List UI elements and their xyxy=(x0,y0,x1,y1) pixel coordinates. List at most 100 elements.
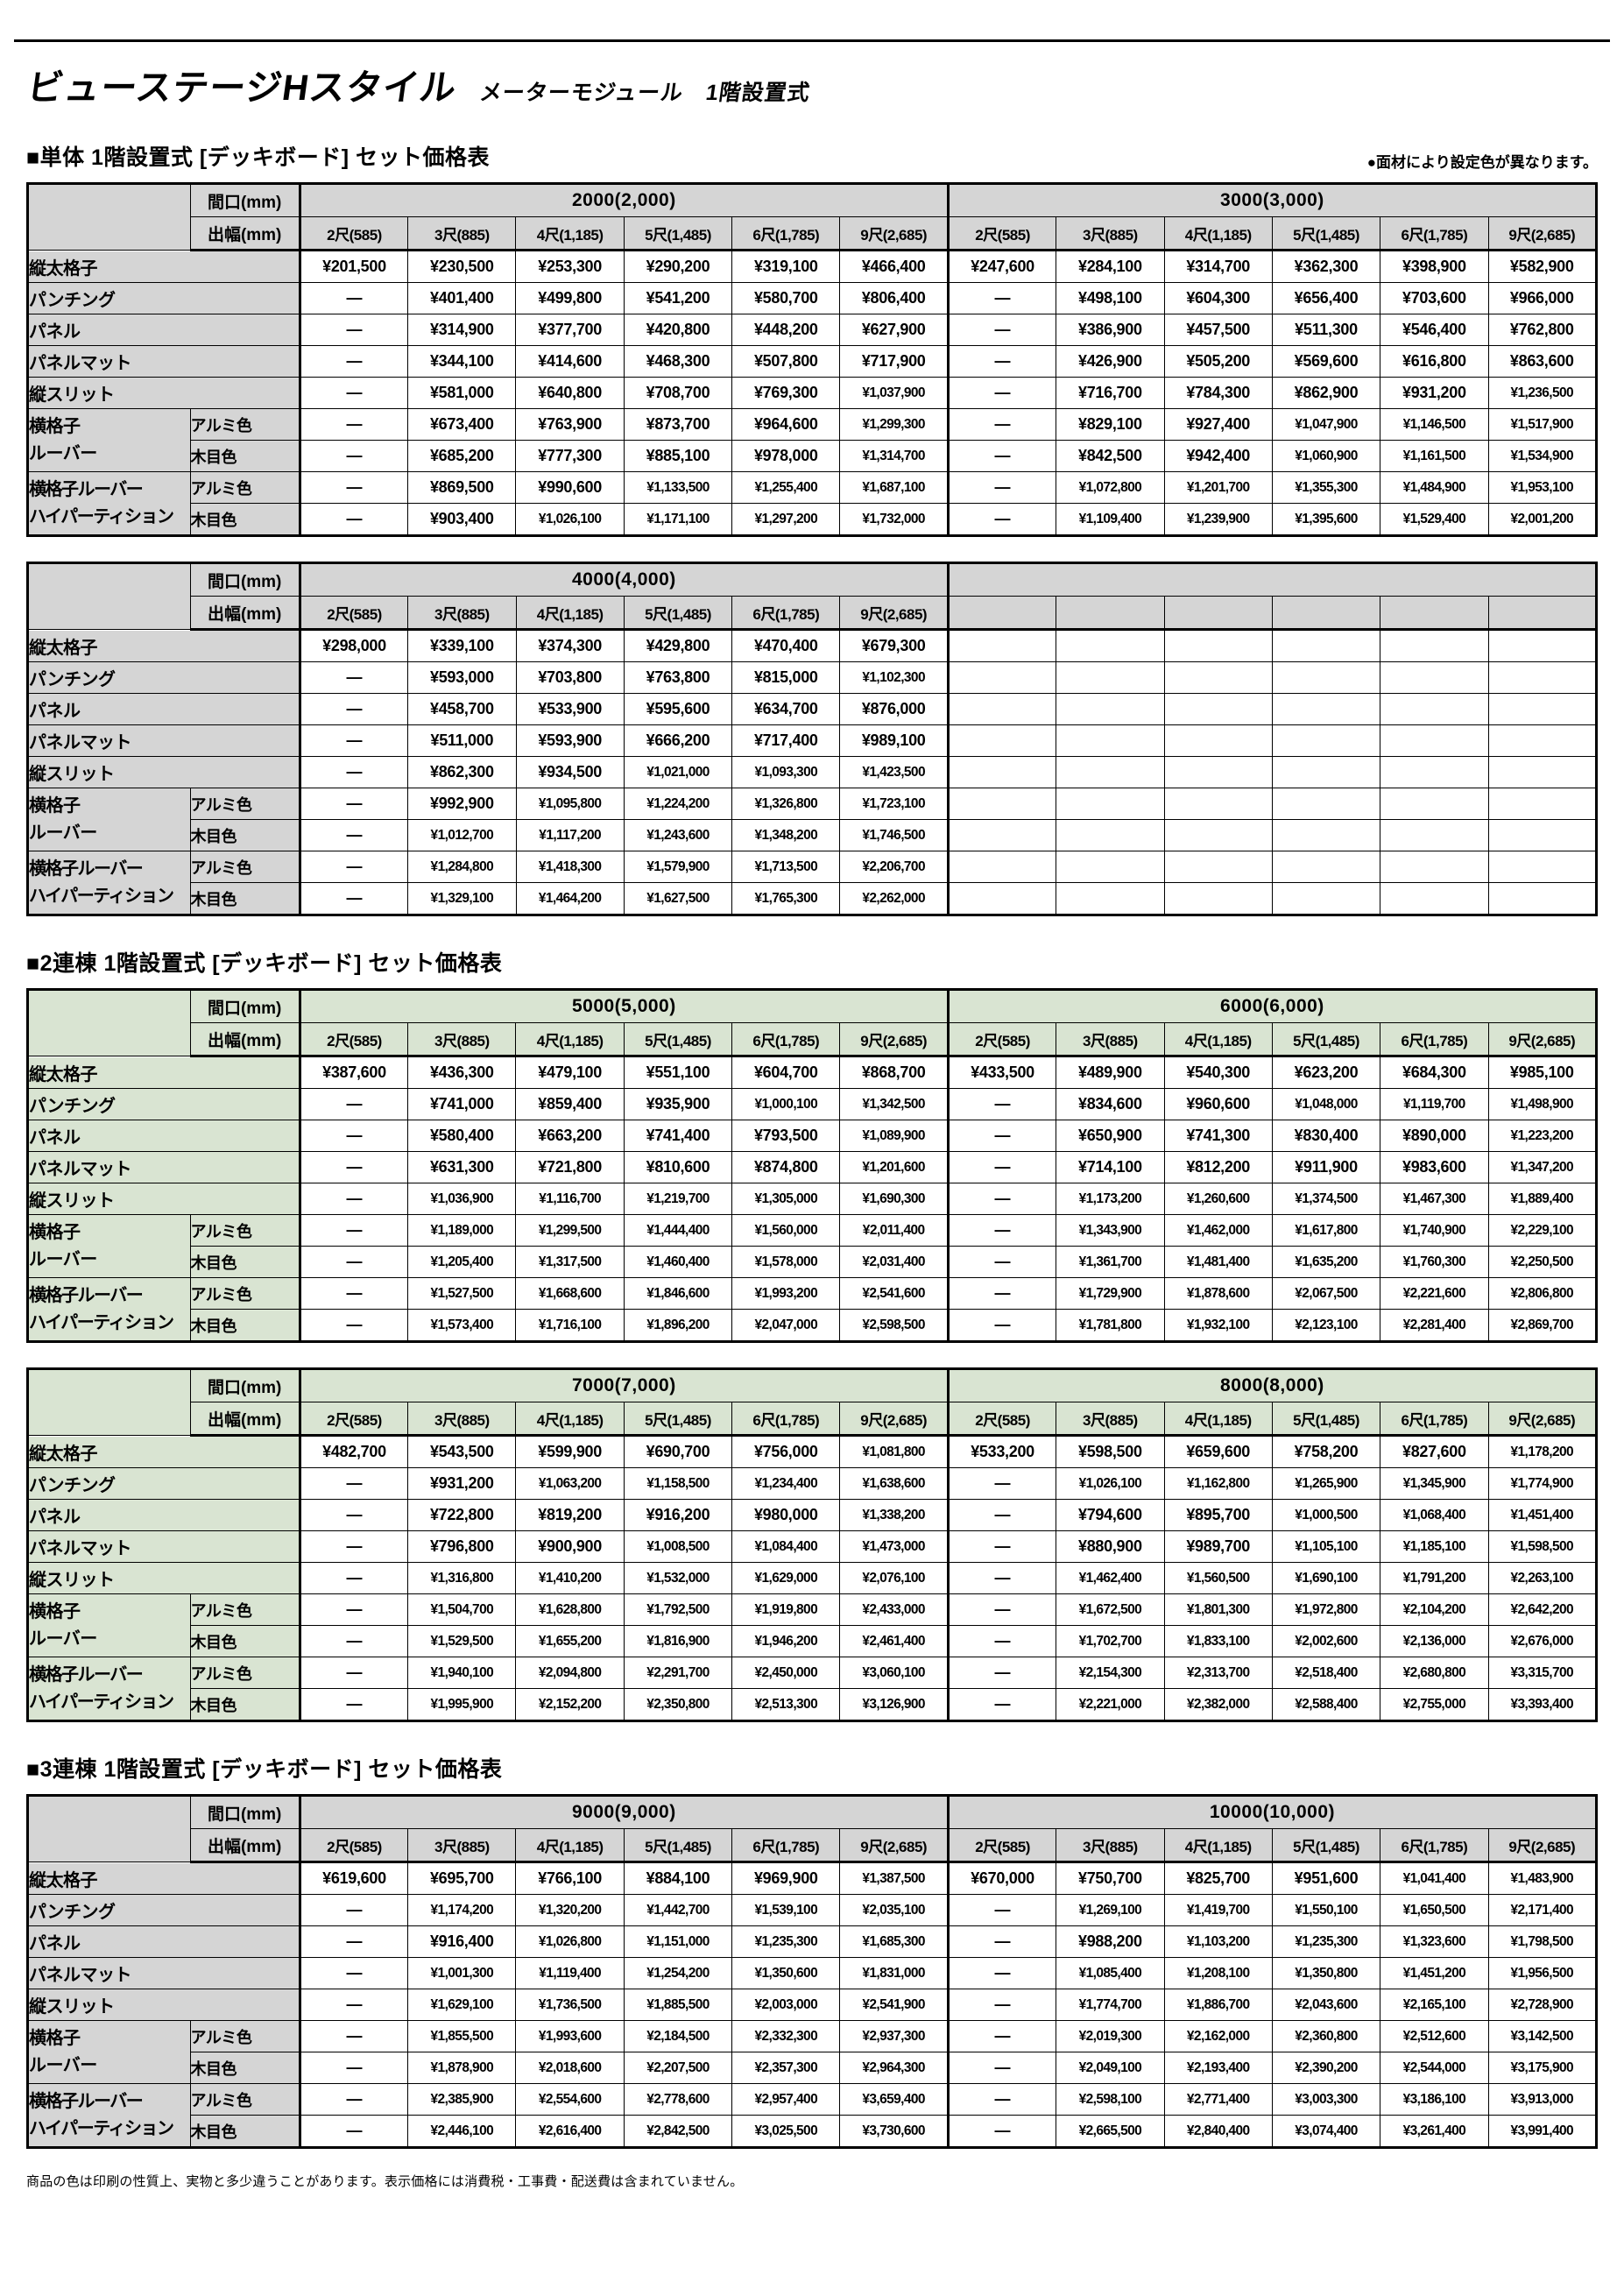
row-label: パネルマット xyxy=(27,1151,300,1183)
price-cell: ¥2,869,700 xyxy=(1487,1309,1598,1342)
price-cell: ¥201,500 xyxy=(298,250,409,283)
price-cell: ¥344,100 xyxy=(407,345,517,378)
price-cell: ¥942,400 xyxy=(1163,440,1273,472)
price-cell: ¥433,500 xyxy=(946,1056,1057,1089)
section-head: ■3連棟 1階設置式 [デッキボード] セット価格表 xyxy=(26,1752,1598,1784)
empty-cell xyxy=(1487,629,1598,662)
price-cell: ¥812,200 xyxy=(1163,1151,1273,1183)
price-cell: ¥1,234,400 xyxy=(731,1467,841,1500)
depth-header: 3尺(885) xyxy=(407,1828,517,1863)
depth-header: 4尺(1,185) xyxy=(1163,1828,1273,1863)
price-cell: ¥482,700 xyxy=(298,1435,409,1468)
color-sub-label: アルミ色 xyxy=(189,1214,300,1247)
price-cell: ¥1,269,100 xyxy=(1056,1894,1165,1926)
table-header: 間口(mm) 5000(5,000) 6000(6,000) 出幅(mm) 2尺(585… xyxy=(27,989,1598,1057)
price-cell: ¥457,500 xyxy=(1163,314,1273,346)
price-cell: ¥1,517,900 xyxy=(1487,408,1598,441)
price-cell: ¥640,800 xyxy=(515,377,625,409)
price-cell: ¥690,700 xyxy=(623,1435,733,1468)
table-row: 縦スリット — ¥1,316,800 ¥1,410,200 ¥1,532,000 ¥1,6… xyxy=(27,1562,1598,1594)
table-row: パネルマット — ¥1,001,300 ¥1,119,400 ¥1,254,200 ¥1,… xyxy=(27,1957,1598,1989)
table-row: 横格子ルーバー ハイパーティション アルミ色 — ¥869,500 ¥990,600 ¥1,… xyxy=(27,471,1598,536)
price-cell: ¥1,081,800 xyxy=(839,1435,949,1468)
price-cell: ¥420,800 xyxy=(623,314,733,346)
price-cell: ¥1,765,300 xyxy=(731,882,841,915)
price-cell: ¥1,084,400 xyxy=(731,1530,841,1563)
depth-header: 9尺(2,685) xyxy=(1487,1828,1598,1863)
empty-cell xyxy=(1163,882,1273,915)
dash-cell: — xyxy=(298,1894,409,1926)
row-label: 縦スリット xyxy=(27,1989,300,2021)
depth-header: 5尺(1,485) xyxy=(1271,1402,1381,1437)
price-cell: ¥2,162,000 xyxy=(1163,2020,1273,2052)
empty-cell xyxy=(1487,661,1598,694)
price-cell: ¥1,085,400 xyxy=(1056,1957,1165,1989)
table-body: 縦太格子 ¥201,500 ¥230,500 ¥253,300 ¥290,200 ¥319… xyxy=(27,250,1598,536)
color-sub-label: 木目色 xyxy=(189,1246,300,1278)
price-cell: ¥1,395,600 xyxy=(1271,503,1381,536)
dash-cell: — xyxy=(298,882,409,915)
dash-cell: — xyxy=(298,408,409,441)
price-cell: ¥1,702,700 xyxy=(1056,1625,1165,1657)
price-cell: ¥1,174,200 xyxy=(407,1894,517,1926)
price-cell: ¥1,993,600 xyxy=(515,2020,625,2052)
price-cell: ¥2,806,800 xyxy=(1487,1277,1598,1310)
price-cell: ¥1,146,500 xyxy=(1380,408,1489,441)
table-row: パンチング — ¥931,200 ¥1,063,200 ¥1,158,500 ¥1,234… xyxy=(27,1467,1598,1500)
price-cell: ¥935,900 xyxy=(623,1088,733,1120)
color-sub-label: アルミ色 xyxy=(189,1277,300,1310)
price-cell: ¥377,700 xyxy=(515,314,625,346)
price-cell: ¥1,338,200 xyxy=(839,1499,949,1531)
price-cell: ¥458,700 xyxy=(407,693,517,725)
price-cell: ¥1,713,500 xyxy=(731,851,841,883)
debaba-label: 出幅(mm) xyxy=(189,216,300,251)
price-cell: ¥598,500 xyxy=(1056,1435,1165,1468)
maguchi-label: 間口(mm) xyxy=(189,989,300,1023)
dash-cell: — xyxy=(946,1246,1057,1278)
price-cell: ¥2,350,800 xyxy=(623,1688,733,1721)
price-cell: ¥1,529,400 xyxy=(1380,503,1489,536)
price-cell: ¥741,400 xyxy=(623,1120,733,1152)
price-cell: ¥873,700 xyxy=(623,408,733,441)
price-cell: ¥1,036,900 xyxy=(407,1183,517,1215)
table-row: パネルマット — ¥511,000 ¥593,900 ¥666,200 ¥717,400 ¥… xyxy=(27,724,1598,757)
dash-cell: — xyxy=(946,1657,1057,1689)
depth-header: 9尺(2,685) xyxy=(1487,216,1598,251)
color-sub-label: アルミ色 xyxy=(189,408,300,441)
table-row: パネル — ¥916,400 ¥1,026,800 ¥1,151,000 ¥1,235,3… xyxy=(27,1925,1598,1958)
price-cell: ¥2,043,600 xyxy=(1271,1989,1381,2021)
span-header: 2000(2,000) xyxy=(298,183,949,217)
span-header: 10000(10,000) xyxy=(946,1795,1598,1829)
depth-header: 4尺(1,185) xyxy=(515,1828,625,1863)
table-row: パネルマット — ¥631,300 ¥721,800 ¥810,600 ¥874,800 ¥… xyxy=(27,1151,1598,1183)
price-cell: ¥2,263,100 xyxy=(1487,1562,1598,1594)
empty-cell xyxy=(1380,851,1489,883)
price-cell: ¥758,200 xyxy=(1271,1435,1381,1468)
price-cell: ¥1,323,600 xyxy=(1380,1925,1489,1958)
price-cell: ¥650,900 xyxy=(1056,1120,1165,1152)
empty-cell xyxy=(1271,661,1381,694)
price-cell: ¥2,937,300 xyxy=(839,2020,949,2052)
dash-cell: — xyxy=(946,377,1057,409)
dash-cell: — xyxy=(946,1499,1057,1531)
price-cell: ¥2,019,300 xyxy=(1056,2020,1165,2052)
dash-cell: — xyxy=(298,1246,409,1278)
empty-cell xyxy=(1163,788,1273,820)
price-cell: ¥2,385,900 xyxy=(407,2083,517,2116)
span-header: 4000(4,000) xyxy=(298,562,949,597)
depth-header: 6尺(1,785) xyxy=(1380,1022,1489,1057)
price-cell: ¥1,573,400 xyxy=(407,1309,517,1342)
row-label: パンチング xyxy=(27,1894,300,1926)
price-cell: ¥2,165,100 xyxy=(1380,1989,1489,2021)
price-cell: ¥769,300 xyxy=(731,377,841,409)
price-cell: ¥1,119,700 xyxy=(1380,1088,1489,1120)
price-cell: ¥2,171,400 xyxy=(1487,1894,1598,1926)
price-cell: ¥1,628,800 xyxy=(515,1593,625,1626)
price-cell: ¥1,442,700 xyxy=(623,1894,733,1926)
row-group-label: 横格子 ルーバー xyxy=(27,788,191,851)
price-cell: ¥931,200 xyxy=(1380,377,1489,409)
depth-header: 6尺(1,785) xyxy=(731,1402,841,1437)
empty-cell xyxy=(1056,882,1165,915)
dash-cell: — xyxy=(298,1593,409,1626)
price-cell: ¥2,450,000 xyxy=(731,1657,841,1689)
